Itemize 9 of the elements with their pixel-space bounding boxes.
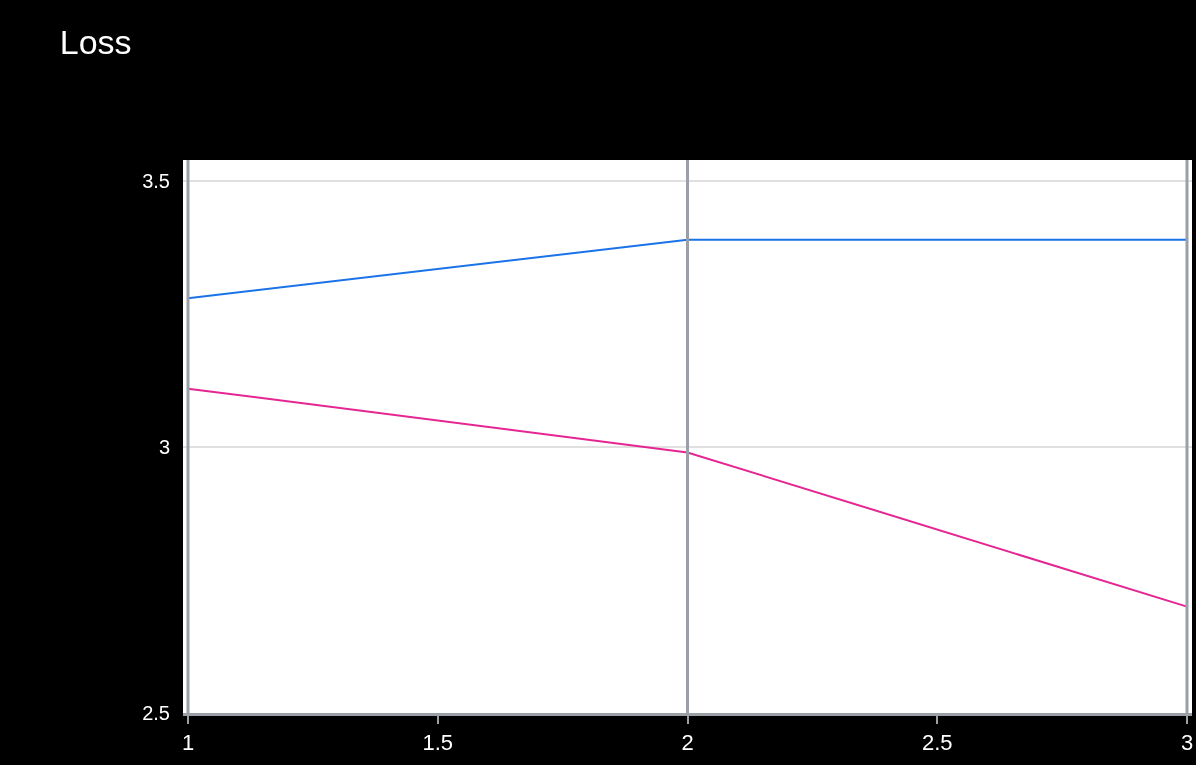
chart-title: Loss [59,23,132,62]
x-tick-label: 1 [181,730,195,756]
y-tick-label: 3 [158,436,170,459]
x-tick-label: 2.5 [921,730,953,756]
x-tick-label: 3 [1180,730,1194,756]
x-tick-label: 2 [681,730,694,756]
x-tick-label: 1.5 [422,730,454,756]
y-tick-label: 3.5 [142,170,170,193]
y-tick-label: 2.5 [142,702,170,724]
